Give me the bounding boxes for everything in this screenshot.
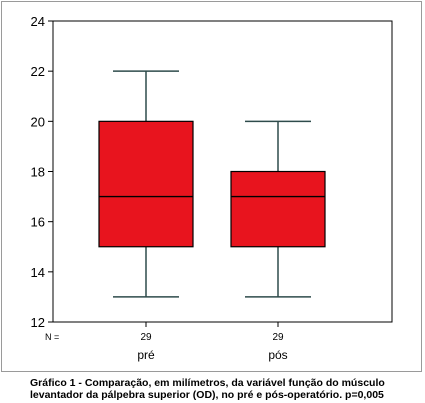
n-count-label: 29	[272, 332, 284, 343]
y-tick-label: 18	[31, 165, 45, 180]
caption-line-2: levantador da pálpebra superior (OD), no…	[30, 389, 384, 401]
iqr-box	[98, 120, 194, 248]
y-tick-label: 24	[31, 14, 45, 29]
iqr-box	[230, 170, 326, 248]
box-series	[98, 70, 326, 298]
y-tick-label: 16	[31, 215, 45, 230]
n-row-label: N =	[45, 332, 59, 342]
caption-line-1: Gráfico 1 - Comparação, em milímetros, d…	[30, 377, 385, 389]
x-axis-labels: 29 pré 29 pós N =	[45, 322, 288, 362]
n-count-label: 29	[140, 332, 152, 343]
category-label: pré	[137, 348, 155, 362]
category-label: pós	[268, 348, 287, 362]
box-pre	[98, 70, 194, 298]
y-tick-label: 22	[31, 64, 45, 79]
y-tick-label: 20	[31, 114, 45, 129]
y-tick-label: 12	[31, 315, 45, 330]
figure-caption: Gráfico 1 - Comparação, em milímetros, d…	[30, 377, 420, 401]
figure-frame	[1, 1, 422, 372]
box-pos	[230, 120, 326, 298]
y-tick-label: 14	[31, 265, 45, 280]
boxplot-chart: 12 14 16 18 20 22 24 29 pré 29 pós N =	[31, 14, 393, 362]
y-axis-ticks: 12 14 16 18 20 22 24	[31, 14, 53, 330]
